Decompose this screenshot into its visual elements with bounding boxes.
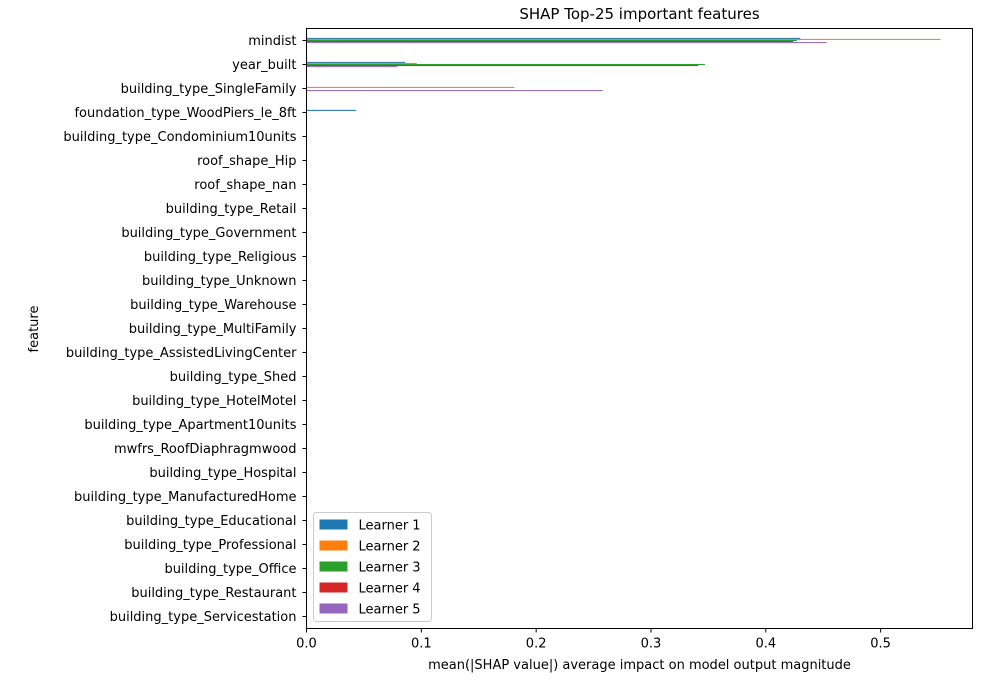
legend-swatch-learner-4 [319,582,348,593]
y-tick-label: building_type_Religious [144,250,297,265]
y-tick-label: roof_shape_Hip [197,154,296,169]
y-tick-label: building_type_HotelMotel [132,394,296,409]
bar-year_built-learner-5 [306,66,398,68]
bar-mindist-learner-3 [306,39,797,42]
legend-label-learner-2: Learner 2 [359,540,421,555]
y-tick-label: building_type_Shed [170,370,297,385]
y-tick-label: building_type_Restaurant [131,586,296,601]
legend-box [313,512,432,622]
legend-swatch-learner-3 [319,561,348,572]
x-tick-label: 0.5 [870,637,891,652]
x-tick-label: 0.4 [755,637,776,652]
bar-mindist-learner-2 [306,38,941,40]
bar-year_built-learner-3 [306,63,705,66]
bar-foundation_type_WoodPiers_le_8ft-learner-1 [306,109,356,111]
x-tick-label: 0.2 [526,637,547,652]
bar-year_built-learner-1 [306,61,406,63]
legend: Learner 1 Learner 2 Learner 3 Learner 4 Lear… [313,512,432,622]
y-tick-label: mwfrs_RoofDiaphragmwood [114,442,297,457]
y-tick-label: building_type_Condominium10units [63,130,296,145]
y-tick-label: roof_shape_nan [194,178,296,193]
y-tick-label: building_type_MultiFamily [129,322,297,337]
y-tick-label: year_built [232,58,296,73]
bars-group [306,37,941,111]
y-tick-label: building_type_Apartment10units [84,418,296,433]
bar-building_type_SingleFamily-learner-2 [306,86,515,88]
y-axis-ticks: mindist year_built building_type_SingleFam… [63,34,307,625]
y-tick-label: building_type_Professional [124,538,296,553]
legend-label-learner-4: Learner 4 [359,582,421,597]
x-axis-ticks: 0.0 0.1 0.2 0.3 0.4 0.5 [296,628,891,652]
bar-mindist-learner-1 [306,37,801,39]
x-tick-label: 0.0 [296,637,317,652]
y-tick-label: building_type_Retail [166,202,297,217]
legend-label-learner-3: Learner 3 [359,561,421,576]
y-tick-label: building_type_SingleFamily [121,82,297,97]
y-axis-label: feature [27,306,42,353]
y-tick-label: mindist [248,34,296,49]
bar-year_built-learner-2 [306,62,417,64]
legend-swatch-learner-1 [319,519,348,530]
bar-year_built-learner-4 [306,65,699,67]
x-axis-label: mean(|SHAP value|) average impact on mod… [428,658,851,673]
bar-building_type_SingleFamily-learner-5 [306,90,603,92]
chart-title: SHAP Top-25 important features [519,5,759,23]
y-tick-label: building_type_Government [121,226,296,241]
y-tick-label: building_type_Educational [126,514,296,529]
legend-label-learner-1: Learner 1 [359,519,421,534]
y-tick-label: building_type_Unknown [142,274,296,289]
x-tick-label: 0.3 [641,637,662,652]
legend-swatch-learner-2 [319,540,348,551]
y-tick-label: building_type_Servicestation [110,610,297,625]
legend-label-learner-5: Learner 5 [359,603,421,618]
plot-frame [306,28,973,629]
y-tick-label: foundation_type_WoodPiers_le_8ft [74,106,296,121]
legend-swatch-learner-5 [319,603,348,614]
bar-mindist-learner-4 [306,41,794,43]
y-tick-label: building_type_Hospital [149,466,296,481]
y-tick-label: building_type_ManufacturedHome [74,490,297,505]
y-tick-label: building_type_Warehouse [130,298,296,313]
y-tick-label: building_type_Office [164,562,296,577]
x-tick-label: 0.1 [411,637,432,652]
y-tick-label: building_type_AssistedLivingCenter [66,346,297,361]
bar-mindist-learner-5 [306,42,827,44]
